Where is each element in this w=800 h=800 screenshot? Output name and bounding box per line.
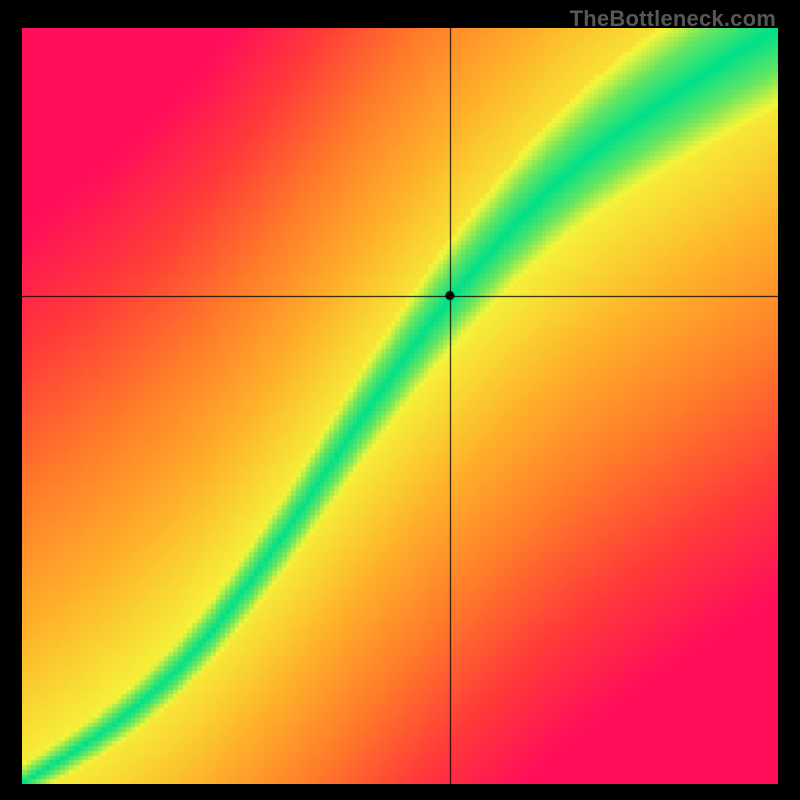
watermark-text: TheBottleneck.com	[570, 6, 776, 32]
stage: TheBottleneck.com	[0, 0, 800, 800]
crosshair-overlay-canvas	[0, 0, 800, 800]
